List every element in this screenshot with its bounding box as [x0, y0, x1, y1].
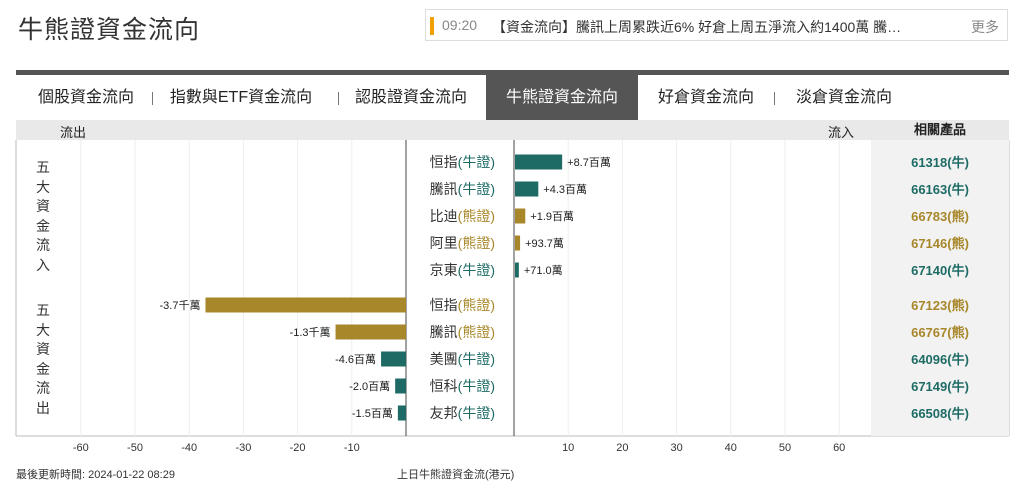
tab-long-flow[interactable]: 好倉資金流向	[657, 89, 754, 106]
bar-value-label: -1.3千萬	[290, 326, 331, 339]
bar-value-label: +93.7萬	[525, 237, 564, 250]
related-product-code: 67140(牛)	[911, 263, 969, 278]
tab-warrant-flow[interactable]: 認股證資金流向	[354, 89, 467, 106]
bar-value-label: +4.3百萬	[543, 183, 587, 196]
inflow-header: 流入	[828, 125, 855, 140]
row-underlying-label: 恒科(牛證)	[430, 378, 495, 394]
products-header: 相關產品	[871, 120, 1009, 140]
related-product-code: 66767(熊)	[911, 325, 969, 340]
x-tick-label: 50	[779, 442, 791, 454]
related-product-code: 61318(牛)	[911, 155, 969, 170]
news-time: 09:20	[442, 17, 478, 33]
table-header: 流出 流入 相關產品	[16, 120, 1009, 140]
row-underlying-label: 友邦(牛證)	[430, 405, 495, 421]
bar-value-label: -3.7千萬	[159, 299, 200, 312]
flow-bar	[395, 378, 406, 394]
row-underlying-label: 恒指(牛證)	[430, 154, 495, 170]
tab-index-etf-flow[interactable]: 指數與ETF資金流向	[169, 89, 313, 106]
row-underlying-label: 恒指(熊證)	[430, 297, 495, 313]
bar-value-label: +71.0萬	[524, 264, 563, 277]
flow-bar	[515, 154, 563, 170]
tab-stock-flow[interactable]: 個股資金流向	[37, 89, 134, 106]
tab-separator	[338, 92, 339, 105]
related-product-code: 67123(熊)	[911, 298, 969, 313]
tab-bar: 個股資金流向 指數與ETF資金流向 認股證資金流向 牛熊證資金流向 好倉資金流向…	[16, 70, 1009, 120]
x-tick-label: 40	[725, 442, 737, 454]
bar-value-label: -4.6百萬	[335, 353, 376, 366]
tab-cbbc-flow[interactable]: 牛熊證資金流向	[486, 75, 638, 120]
bar-value-label: -2.0百萬	[349, 380, 390, 393]
row-underlying-label: 騰訊(熊證)	[430, 324, 495, 340]
related-product-code: 66783(熊)	[911, 209, 969, 224]
flow-bar	[335, 324, 406, 340]
top5-outflow-label: 五大資金流出	[36, 302, 50, 416]
x-tick-label: -10	[344, 442, 360, 454]
x-tick-label: 30	[670, 442, 682, 454]
x-tick-label: -20	[290, 442, 306, 454]
x-axis-title: 上日牛熊證資金流(港元)	[397, 469, 515, 481]
tab-short-flow[interactable]: 淡倉資金流向	[795, 89, 892, 106]
news-ticker[interactable]: 09:20 【資金流向】騰訊上周累跌近6% 好倉上周五淨流入約1400萬 騰訊購…	[425, 9, 1008, 41]
related-product-code: 66508(牛)	[911, 406, 969, 421]
tab-separator	[152, 92, 153, 105]
flow-bar	[381, 351, 406, 367]
related-product-code: 66163(牛)	[911, 182, 969, 197]
row-underlying-label: 比迪(熊證)	[430, 208, 495, 224]
related-product-code: 67146(熊)	[911, 236, 969, 251]
flow-bar	[397, 405, 406, 421]
row-underlying-label: 阿里(熊證)	[430, 235, 495, 251]
flow-bar	[515, 208, 526, 224]
products-column-bg	[871, 140, 1009, 436]
x-tick-label: -40	[181, 442, 197, 454]
flow-bar	[515, 181, 539, 197]
bar-value-label: +8.7百萬	[567, 156, 611, 169]
bar-value-label: -1.5百萬	[352, 407, 393, 420]
x-tick-label: 10	[562, 442, 574, 454]
x-tick-label: -60	[73, 442, 89, 454]
related-product-code: 67149(牛)	[911, 379, 969, 394]
flow-bar	[205, 297, 406, 313]
row-underlying-label: 美團(牛證)	[430, 351, 495, 367]
news-accent-bar	[430, 17, 434, 35]
x-tick-label: 60	[833, 442, 845, 454]
tab-separator	[774, 92, 775, 105]
top5-inflow-label: 五大資金流入	[36, 159, 50, 273]
page-title: 牛熊證資金流向	[18, 16, 201, 44]
row-underlying-label: 京東(牛證)	[430, 262, 495, 278]
news-more-link[interactable]: 更多	[971, 19, 999, 35]
outflow-header: 流出	[60, 125, 87, 140]
bar-value-label: +1.9百萬	[530, 210, 574, 223]
flow-bar	[515, 235, 521, 251]
x-tick-label: -50	[127, 442, 143, 454]
related-product-code: 64096(牛)	[911, 352, 969, 367]
x-tick-label: 20	[616, 442, 628, 454]
x-tick-label: -30	[235, 442, 251, 454]
last-updated: 最後更新時間: 2024-01-22 08:29	[16, 469, 175, 481]
flow-bar	[515, 262, 519, 278]
row-underlying-label: 騰訊(牛證)	[430, 181, 495, 197]
